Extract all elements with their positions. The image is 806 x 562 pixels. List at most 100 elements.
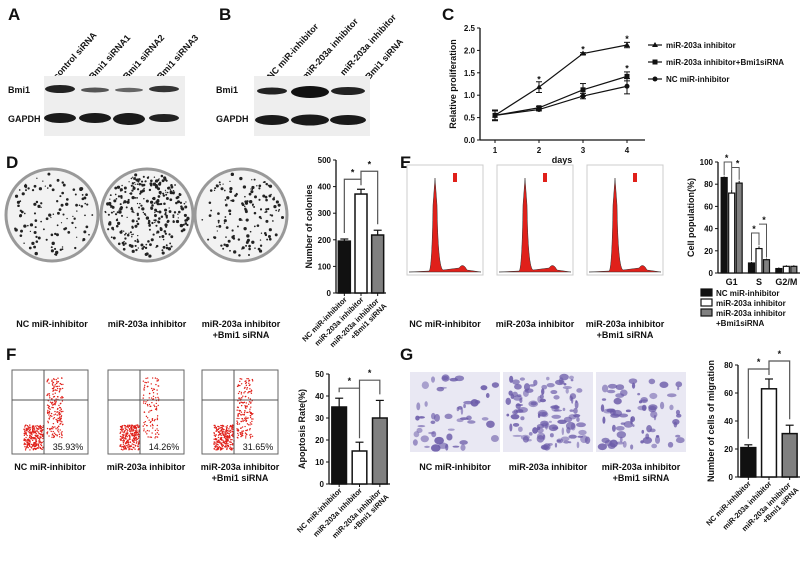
colony-dot <box>121 229 123 232</box>
significance-star: * <box>368 159 372 169</box>
stained-cell <box>515 404 524 407</box>
scatter-dot <box>42 446 44 449</box>
colony-dot <box>124 233 126 236</box>
colony-dot <box>141 189 145 193</box>
scatter-dot <box>61 434 63 437</box>
significance-star: * <box>368 368 372 378</box>
scatter-dot <box>24 432 26 435</box>
colony-dot <box>220 244 223 247</box>
scatter-dot <box>29 445 31 448</box>
scatter-dot <box>129 438 131 440</box>
stained-cell <box>554 442 558 448</box>
stained-cell <box>508 390 513 396</box>
scatter-dot <box>54 410 56 413</box>
stained-cell <box>649 392 658 400</box>
scatter-dot <box>150 383 152 385</box>
scatter-dot <box>213 432 216 435</box>
scatter-dot <box>144 402 147 405</box>
colony-dot <box>131 219 135 223</box>
stained-cell <box>570 422 576 431</box>
stained-cell <box>645 433 650 440</box>
scatter-dot <box>47 379 49 382</box>
scatter-dot <box>216 449 219 451</box>
colony-dot <box>51 241 55 246</box>
scatter-dot <box>236 385 239 388</box>
colony-dot <box>18 214 22 218</box>
scatter-dot <box>156 424 159 427</box>
colony-dot <box>133 177 136 180</box>
data-point <box>624 73 630 79</box>
stained-cell <box>562 386 573 390</box>
colony-dot <box>229 190 233 194</box>
stained-cell <box>539 398 547 403</box>
scatter-dot <box>251 378 254 381</box>
colony-dot <box>157 202 160 206</box>
scatter-dot <box>58 385 60 388</box>
colony-dot <box>157 210 159 213</box>
colony-dot <box>231 235 235 239</box>
significance-star: * <box>757 357 761 367</box>
scatter-dot <box>250 402 252 404</box>
scatter-dot <box>240 427 242 429</box>
scatter-dot <box>28 444 30 446</box>
colony-dot <box>130 177 133 180</box>
colony-dot <box>19 234 23 238</box>
scatter-dot <box>243 387 246 389</box>
scatter-dot <box>248 429 251 431</box>
stained-cell <box>460 444 466 451</box>
scatter-dot <box>33 429 36 431</box>
scatter-dot <box>137 425 139 427</box>
colony-dot <box>165 196 169 200</box>
scatter-dot <box>23 439 26 441</box>
stained-cell <box>548 420 552 423</box>
colony-dot <box>164 213 167 216</box>
colony-dot <box>48 213 52 217</box>
stained-cell <box>601 398 607 401</box>
scatter-dot <box>138 448 140 451</box>
scatter-dot <box>59 417 61 419</box>
scatter-dot <box>221 444 224 446</box>
scatter-dot <box>252 418 254 420</box>
colony-dot <box>134 183 136 185</box>
stained-cell <box>529 384 536 387</box>
colony-dot <box>148 188 152 192</box>
band <box>44 113 76 123</box>
scatter-dot <box>128 444 131 446</box>
scatter-dot <box>248 382 250 385</box>
image-caption: +Bmi1 siRNA <box>212 473 269 483</box>
stained-cell <box>576 422 586 428</box>
colony-dot <box>67 231 71 234</box>
stained-cell <box>434 436 444 445</box>
colony-dot <box>149 183 153 187</box>
scatter-dot <box>248 391 250 393</box>
scatter-dot <box>125 426 127 428</box>
scatter-dot <box>227 440 230 442</box>
data-point <box>580 93 586 99</box>
scatter-dot <box>227 444 230 447</box>
colony-dot <box>137 234 139 237</box>
scatter-dot <box>142 402 145 404</box>
scatter-dot <box>217 444 219 446</box>
colony-dot <box>158 181 162 185</box>
legend-marker <box>652 42 658 47</box>
scatter-dot <box>248 403 250 405</box>
y-tick-label: 2.0 <box>464 46 476 55</box>
colony-dot <box>56 200 59 203</box>
colony-dot <box>143 212 146 216</box>
significance-star: * <box>736 159 740 169</box>
scatter-dot <box>48 417 50 420</box>
stained-cell <box>602 416 606 424</box>
stained-cell <box>613 397 622 405</box>
colony-dot <box>27 224 29 227</box>
colony-dot <box>72 188 76 191</box>
colony-dot <box>163 230 167 233</box>
colony-dot <box>132 176 134 178</box>
colony-dot <box>177 217 179 219</box>
scatter-dot <box>119 432 121 435</box>
scatter-dot <box>213 426 216 429</box>
scatter-dot <box>61 423 64 426</box>
stained-cell <box>514 383 522 390</box>
colony-dot <box>172 214 175 217</box>
scatter-dot <box>29 424 31 426</box>
